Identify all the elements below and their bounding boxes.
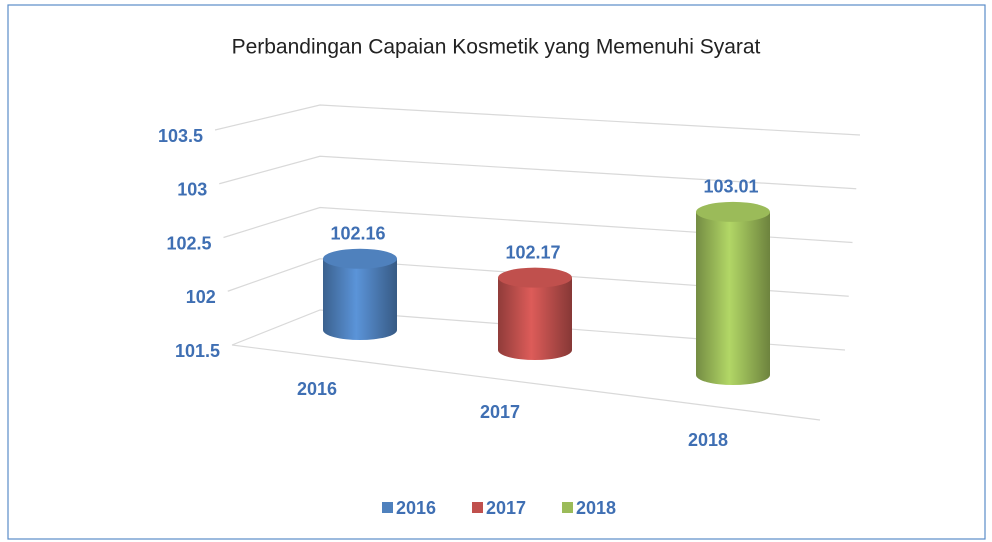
y-tick-label: 102.5: [166, 233, 211, 253]
legend-swatch: [472, 502, 483, 513]
y-tick-label: 103.5: [158, 126, 203, 146]
floor-edge: [231, 344, 821, 421]
grid-line: [214, 104, 861, 136]
bar-top: [696, 201, 770, 222]
grid-line: [231, 309, 846, 351]
data-label: 102.17: [505, 242, 560, 262]
x-tick-label: 2017: [480, 402, 520, 422]
legend-label: 2018: [576, 498, 616, 518]
bar: [323, 258, 397, 330]
bar: [696, 211, 770, 375]
grid-line: [219, 155, 857, 190]
grid-line: [223, 206, 853, 244]
bar-top: [498, 267, 572, 288]
legend-swatch: [562, 502, 573, 513]
x-tick-label: 2016: [297, 379, 337, 399]
legend-label: 2017: [486, 498, 526, 518]
legend-swatch: [382, 502, 393, 513]
chart-frame: [7, 4, 986, 540]
x-tick-label: 2018: [688, 430, 728, 450]
grid-line: [227, 258, 849, 297]
data-label: 103.01: [703, 177, 758, 197]
y-tick-label: 103: [177, 180, 207, 200]
bar: [498, 277, 572, 350]
y-tick-label: 102: [186, 287, 216, 307]
data-label: 102.16: [330, 223, 385, 243]
bar-top: [323, 248, 397, 269]
chart-title: Perbandingan Capaian Kosmetik yang Memen…: [232, 36, 761, 59]
y-tick-label: 101.5: [175, 341, 220, 361]
legend-label: 2016: [396, 498, 436, 518]
